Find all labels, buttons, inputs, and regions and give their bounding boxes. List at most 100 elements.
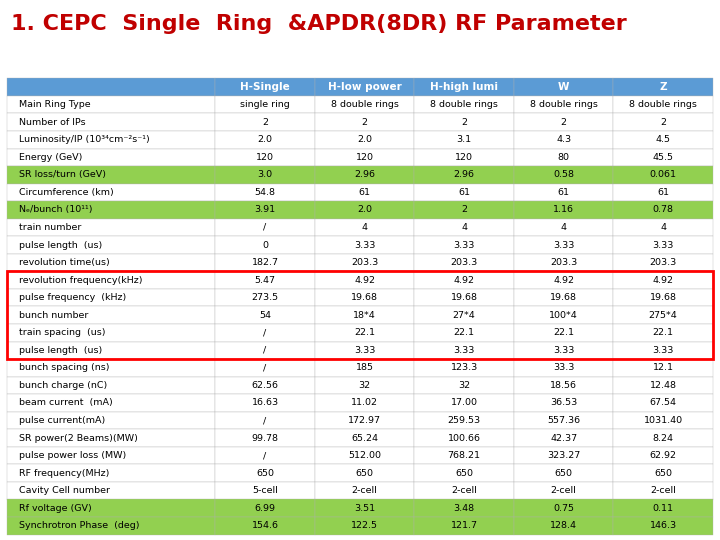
Text: 1. CEPC  Single  Ring  &APDR(8DR) RF Parameter: 1. CEPC Single Ring &APDR(8DR) RF Parame… bbox=[11, 14, 626, 33]
Bar bbox=[514, 377, 613, 394]
Bar bbox=[613, 166, 713, 184]
Bar bbox=[414, 324, 514, 342]
Bar bbox=[215, 166, 315, 184]
Bar bbox=[7, 307, 215, 324]
Bar bbox=[7, 342, 215, 359]
Bar bbox=[215, 324, 315, 342]
Text: H-high lumi: H-high lumi bbox=[430, 82, 498, 92]
Bar bbox=[315, 429, 414, 447]
Bar bbox=[315, 131, 414, 149]
Text: 3.1: 3.1 bbox=[456, 135, 472, 144]
Bar bbox=[7, 201, 215, 219]
Text: 557.36: 557.36 bbox=[547, 416, 580, 425]
Bar bbox=[514, 324, 613, 342]
Bar bbox=[315, 166, 414, 184]
Text: /: / bbox=[264, 451, 266, 460]
Bar bbox=[613, 482, 713, 500]
Text: 273.5: 273.5 bbox=[251, 293, 279, 302]
Bar bbox=[215, 271, 315, 289]
Bar bbox=[215, 113, 315, 131]
Bar bbox=[613, 412, 713, 429]
Text: bunch spacing (ns): bunch spacing (ns) bbox=[19, 363, 109, 373]
Bar bbox=[315, 342, 414, 359]
Text: Energy (GeV): Energy (GeV) bbox=[19, 153, 82, 162]
Bar bbox=[7, 464, 215, 482]
Text: 203.3: 203.3 bbox=[451, 258, 477, 267]
Bar bbox=[7, 184, 215, 201]
Text: Z: Z bbox=[660, 82, 667, 92]
Text: 19.68: 19.68 bbox=[351, 293, 378, 302]
Bar bbox=[7, 447, 215, 464]
Text: 185: 185 bbox=[356, 363, 374, 373]
Text: 123.3: 123.3 bbox=[451, 363, 477, 373]
Text: 33.3: 33.3 bbox=[553, 363, 575, 373]
Text: 2.96: 2.96 bbox=[354, 170, 375, 179]
Text: 650: 650 bbox=[356, 469, 374, 478]
Bar bbox=[414, 201, 514, 219]
Bar bbox=[514, 219, 613, 237]
Text: 8.24: 8.24 bbox=[652, 434, 673, 443]
Bar bbox=[613, 307, 713, 324]
Bar bbox=[7, 271, 713, 359]
Text: 2: 2 bbox=[461, 118, 467, 127]
Bar bbox=[613, 342, 713, 359]
Bar bbox=[414, 429, 514, 447]
Text: W: W bbox=[558, 82, 570, 92]
Bar bbox=[315, 113, 414, 131]
Text: 512.00: 512.00 bbox=[348, 451, 381, 460]
Text: beam current  (mA): beam current (mA) bbox=[19, 399, 113, 408]
Text: 80: 80 bbox=[557, 153, 570, 162]
Bar bbox=[7, 429, 215, 447]
Bar bbox=[514, 237, 613, 254]
Bar bbox=[315, 324, 414, 342]
Text: H-low power: H-low power bbox=[328, 82, 402, 92]
Bar bbox=[613, 429, 713, 447]
Text: 0: 0 bbox=[262, 240, 268, 249]
Text: 8 double rings: 8 double rings bbox=[330, 100, 399, 109]
Bar bbox=[414, 517, 514, 535]
Bar bbox=[514, 342, 613, 359]
Text: 2: 2 bbox=[262, 118, 268, 127]
Text: 5.47: 5.47 bbox=[255, 275, 276, 285]
Bar bbox=[613, 377, 713, 394]
Text: 2-cell: 2-cell bbox=[551, 486, 577, 495]
Text: 2.0: 2.0 bbox=[357, 135, 372, 144]
Bar bbox=[414, 307, 514, 324]
Bar bbox=[414, 219, 514, 237]
Bar bbox=[414, 78, 514, 96]
Text: 27*4: 27*4 bbox=[453, 310, 475, 320]
Text: 4: 4 bbox=[361, 223, 368, 232]
Bar bbox=[315, 271, 414, 289]
Bar bbox=[215, 131, 315, 149]
Bar bbox=[315, 482, 414, 500]
Text: 62.56: 62.56 bbox=[251, 381, 279, 390]
Text: 3.33: 3.33 bbox=[354, 346, 375, 355]
Text: /: / bbox=[264, 346, 266, 355]
Text: 182.7: 182.7 bbox=[251, 258, 279, 267]
Bar bbox=[7, 237, 215, 254]
Bar bbox=[414, 394, 514, 412]
Text: 2: 2 bbox=[660, 118, 666, 127]
Text: 61: 61 bbox=[359, 188, 371, 197]
Bar bbox=[215, 201, 315, 219]
Bar bbox=[414, 342, 514, 359]
Text: 4: 4 bbox=[561, 223, 567, 232]
Bar bbox=[315, 359, 414, 377]
Text: pulse length  (us): pulse length (us) bbox=[19, 346, 102, 355]
Text: Rf voltage (GV): Rf voltage (GV) bbox=[19, 504, 91, 513]
Bar bbox=[7, 482, 215, 500]
Bar bbox=[315, 394, 414, 412]
Text: 275*4: 275*4 bbox=[649, 310, 678, 320]
Bar bbox=[7, 96, 215, 113]
Text: 1031.40: 1031.40 bbox=[644, 416, 683, 425]
Bar bbox=[7, 131, 215, 149]
Text: RF frequency(MHz): RF frequency(MHz) bbox=[19, 469, 109, 478]
Bar bbox=[215, 78, 315, 96]
Text: train spacing  (us): train spacing (us) bbox=[19, 328, 105, 338]
Bar bbox=[414, 377, 514, 394]
Text: 4.3: 4.3 bbox=[556, 135, 571, 144]
Bar bbox=[7, 324, 215, 342]
Bar bbox=[315, 412, 414, 429]
Text: 203.3: 203.3 bbox=[550, 258, 577, 267]
Text: revolution time(us): revolution time(us) bbox=[19, 258, 109, 267]
